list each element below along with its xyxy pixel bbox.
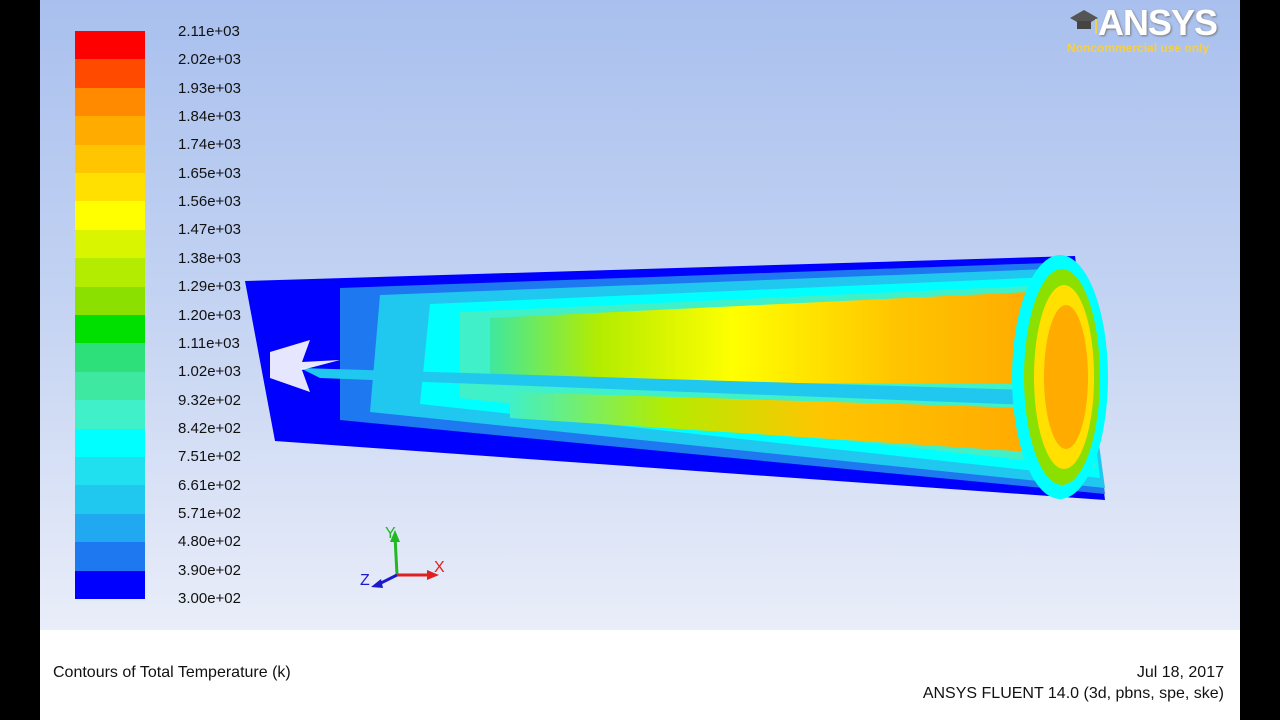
colorbar-label: 1.38e+03: [178, 249, 241, 267]
colorbar-swatch: [75, 485, 145, 514]
ansys-logo: ANSYS: [1098, 2, 1218, 43]
colorbar-swatch: [75, 144, 145, 173]
colorbar-label: 7.51e+02: [178, 448, 241, 466]
colorbar-label: 5.71e+02: [178, 504, 241, 522]
colorbar-label: 3.90e+02: [178, 561, 241, 579]
colorbar-swatch: [75, 258, 145, 287]
z-axis-arrow: [378, 573, 398, 586]
colorbar-swatch: [75, 371, 145, 401]
upper-hot-core: [490, 292, 1030, 384]
y-axis-arrow: [393, 535, 399, 576]
center-cold-streak: [300, 368, 1030, 405]
colorbar-swatch: [75, 315, 145, 344]
z-axis-label: Z: [360, 572, 370, 589]
axes-triad: Y X Z: [360, 525, 445, 589]
colorbar-label: 1.65e+03: [178, 164, 241, 182]
colorbar-swatch: [75, 570, 145, 599]
colorbar-label: 1.47e+03: [178, 221, 241, 239]
colorbar-swatch: [75, 229, 145, 259]
colorbar-swatch: [75, 116, 145, 145]
colorbar-swatch: [75, 173, 145, 202]
colorbar-swatch: [75, 286, 145, 315]
colorbar-swatch: [75, 457, 145, 486]
graphics-viewport[interactable]: 2.11e+03 2.02e+03 1.93e+03 1.84e+03 1.74e+03…: [40, 0, 1240, 720]
x-axis-head: [427, 570, 439, 580]
logo-subtitle: Noncommercial use only: [1067, 41, 1210, 55]
colorbar-swatch: [75, 400, 145, 429]
plot-title: Contours of Total Temperature (k): [53, 664, 291, 681]
colorbar-swatch: [75, 428, 145, 457]
injector-region: [270, 340, 340, 392]
colorbar-label: 1.20e+03: [178, 306, 241, 324]
colorbar-label: 1.74e+03: [178, 136, 241, 154]
colorbar-label: 2.11e+03: [178, 23, 240, 40]
colorbar-label: 1.84e+03: [178, 108, 241, 126]
colorbar-label: 1.02e+03: [178, 363, 241, 381]
solver-version: ANSYS FLUENT 14.0 (3d, pbns, spe, ske): [922, 685, 1224, 702]
graduation-cap-icon: [1070, 10, 1098, 34]
colorbar-swatch: [75, 87, 145, 117]
colorbar-label: 2.02e+03: [178, 51, 241, 69]
colorbar-swatch: [75, 343, 145, 372]
lower-hot-core: [510, 392, 1030, 452]
colorbar-label: 1.93e+03: [178, 79, 241, 97]
colorbar-swatch: [75, 31, 145, 60]
y-axis-label: Y: [385, 525, 396, 542]
colorbar-label: 1.11e+03: [178, 334, 240, 352]
colorbar-label: 4.80e+02: [178, 533, 241, 551]
colorbar-swatch: [75, 513, 145, 543]
colorbar-label: 1.56e+03: [178, 193, 241, 211]
colorbar-label: 9.32e+02: [178, 391, 241, 409]
colorbar-label: 3.00e+02: [178, 590, 241, 607]
colorbar-label: 1.29e+03: [178, 278, 241, 296]
y-axis-head: [390, 530, 400, 542]
colorbar-swatch: [75, 59, 145, 88]
temperature-colorbar: [75, 31, 145, 599]
x-axis-label: X: [434, 559, 445, 576]
footer-panel: Contours of Total Temperature (k) Jul 18…: [40, 630, 1240, 720]
temperature-contour-plot[interactable]: [40, 0, 1240, 630]
colorbar-label: 6.61e+02: [178, 476, 241, 494]
plot-date: Jul 18, 2017: [1136, 664, 1224, 681]
outlet-face-core: [1044, 305, 1088, 449]
colorbar-swatch: [75, 542, 145, 571]
colorbar-label: 8.42e+02: [178, 419, 241, 437]
z-axis-head: [371, 579, 383, 588]
colorbar-swatch: [75, 201, 145, 230]
